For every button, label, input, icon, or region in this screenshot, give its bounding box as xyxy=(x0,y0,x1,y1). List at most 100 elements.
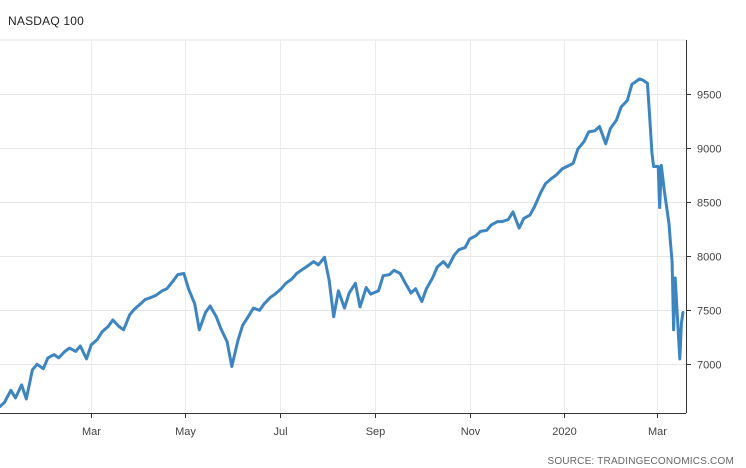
data-point xyxy=(354,282,357,285)
grid-layer xyxy=(0,39,686,413)
data-point xyxy=(420,300,423,303)
data-point xyxy=(273,292,277,296)
data-point xyxy=(269,296,272,299)
data-point xyxy=(442,260,445,263)
data-point xyxy=(280,287,283,290)
data-point xyxy=(474,234,478,237)
data-point xyxy=(646,82,649,85)
axis-layer: 7000 7500 8000 8500 9000 9500 Mar May Jul Sep Nov 2… xyxy=(0,40,721,438)
data-point xyxy=(139,302,142,305)
data-point xyxy=(171,279,175,283)
data-point xyxy=(20,383,23,387)
data-point xyxy=(323,256,326,259)
data-point xyxy=(485,229,488,232)
data-point xyxy=(306,264,309,268)
data-point xyxy=(660,164,663,167)
data-point xyxy=(638,77,641,81)
data-point xyxy=(295,272,298,275)
data-point xyxy=(619,105,623,109)
data-point xyxy=(681,311,685,314)
series-line xyxy=(0,77,685,408)
data-point xyxy=(582,140,586,143)
data-point xyxy=(96,338,99,341)
data-point xyxy=(507,218,510,221)
data-point xyxy=(453,254,456,257)
data-point xyxy=(122,328,125,331)
y-tick-label: 7500 xyxy=(697,306,721,318)
data-point xyxy=(3,401,6,404)
x-tick-label: Jul xyxy=(273,426,287,438)
data-point xyxy=(63,350,67,353)
data-point xyxy=(500,220,504,223)
data-point xyxy=(641,78,644,82)
data-point xyxy=(42,367,45,370)
data-point xyxy=(332,315,335,318)
data-point xyxy=(431,276,434,280)
data-point xyxy=(219,327,223,330)
data-point xyxy=(669,242,672,245)
data-point xyxy=(544,182,547,185)
data-point xyxy=(193,302,196,305)
chart-title: NASDAQ 100 xyxy=(8,14,85,28)
x-tick-label: Sep xyxy=(366,426,386,438)
data-point xyxy=(463,246,467,249)
data-point xyxy=(25,397,28,401)
data-point xyxy=(14,396,17,400)
data-point xyxy=(663,190,666,193)
data-point xyxy=(490,223,493,227)
data-point xyxy=(468,237,471,241)
data-point xyxy=(650,152,654,155)
data-point xyxy=(79,344,82,348)
data-point xyxy=(511,210,515,214)
data-point xyxy=(161,289,164,292)
data-point xyxy=(348,291,351,295)
data-point xyxy=(539,191,542,194)
data-point xyxy=(117,325,121,328)
data-point xyxy=(68,346,71,350)
data-point xyxy=(615,118,618,122)
source-credit: SOURCE: TRADINGECONOMICS.COM xyxy=(547,456,734,467)
data-point xyxy=(522,217,525,220)
x-tick-label: 2020 xyxy=(552,426,576,438)
data-point xyxy=(154,294,158,297)
x-tick-label: Mar xyxy=(82,426,101,438)
data-point xyxy=(414,287,417,290)
data-point xyxy=(198,328,201,331)
data-point xyxy=(409,291,413,295)
data-point xyxy=(652,165,655,168)
data-point xyxy=(388,273,391,276)
series-layer xyxy=(0,77,685,408)
data-point xyxy=(446,265,450,269)
x-tick-label: Nov xyxy=(461,426,481,438)
data-point xyxy=(343,306,346,310)
data-point xyxy=(284,282,287,285)
data-point xyxy=(572,162,575,165)
data-point xyxy=(290,277,294,281)
data-point xyxy=(165,287,169,290)
data-point xyxy=(657,165,660,168)
data-point xyxy=(236,339,240,342)
data-point xyxy=(604,142,607,145)
data-point xyxy=(225,340,229,343)
data-point xyxy=(576,148,579,151)
data-point xyxy=(90,343,93,347)
data-point xyxy=(52,353,56,356)
data-point xyxy=(182,272,186,275)
data-point xyxy=(57,356,60,360)
data-point xyxy=(358,305,362,309)
data-point xyxy=(208,304,212,308)
data-point xyxy=(230,365,233,368)
data-point xyxy=(258,309,261,312)
data-point xyxy=(565,165,569,168)
data-point xyxy=(187,287,190,290)
x-tick-label: May xyxy=(175,426,196,438)
data-point xyxy=(609,127,612,130)
data-point xyxy=(436,265,439,269)
data-point xyxy=(593,129,596,132)
y-tick-label: 8000 xyxy=(697,252,721,264)
data-point xyxy=(317,263,320,267)
data-point xyxy=(479,230,482,233)
data-point xyxy=(678,357,681,361)
data-point xyxy=(377,289,380,292)
